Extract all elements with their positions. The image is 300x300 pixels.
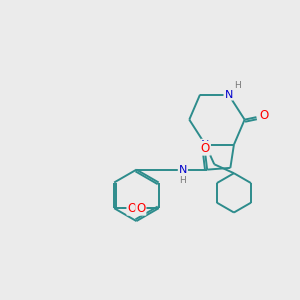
Text: N: N xyxy=(179,165,187,175)
Text: H: H xyxy=(234,81,241,90)
Text: O: O xyxy=(128,202,136,215)
Text: O: O xyxy=(260,109,269,122)
Text: N: N xyxy=(224,90,233,100)
Text: O: O xyxy=(201,142,210,155)
Text: O: O xyxy=(136,202,146,215)
Text: H: H xyxy=(179,176,186,185)
Text: N: N xyxy=(201,140,209,150)
